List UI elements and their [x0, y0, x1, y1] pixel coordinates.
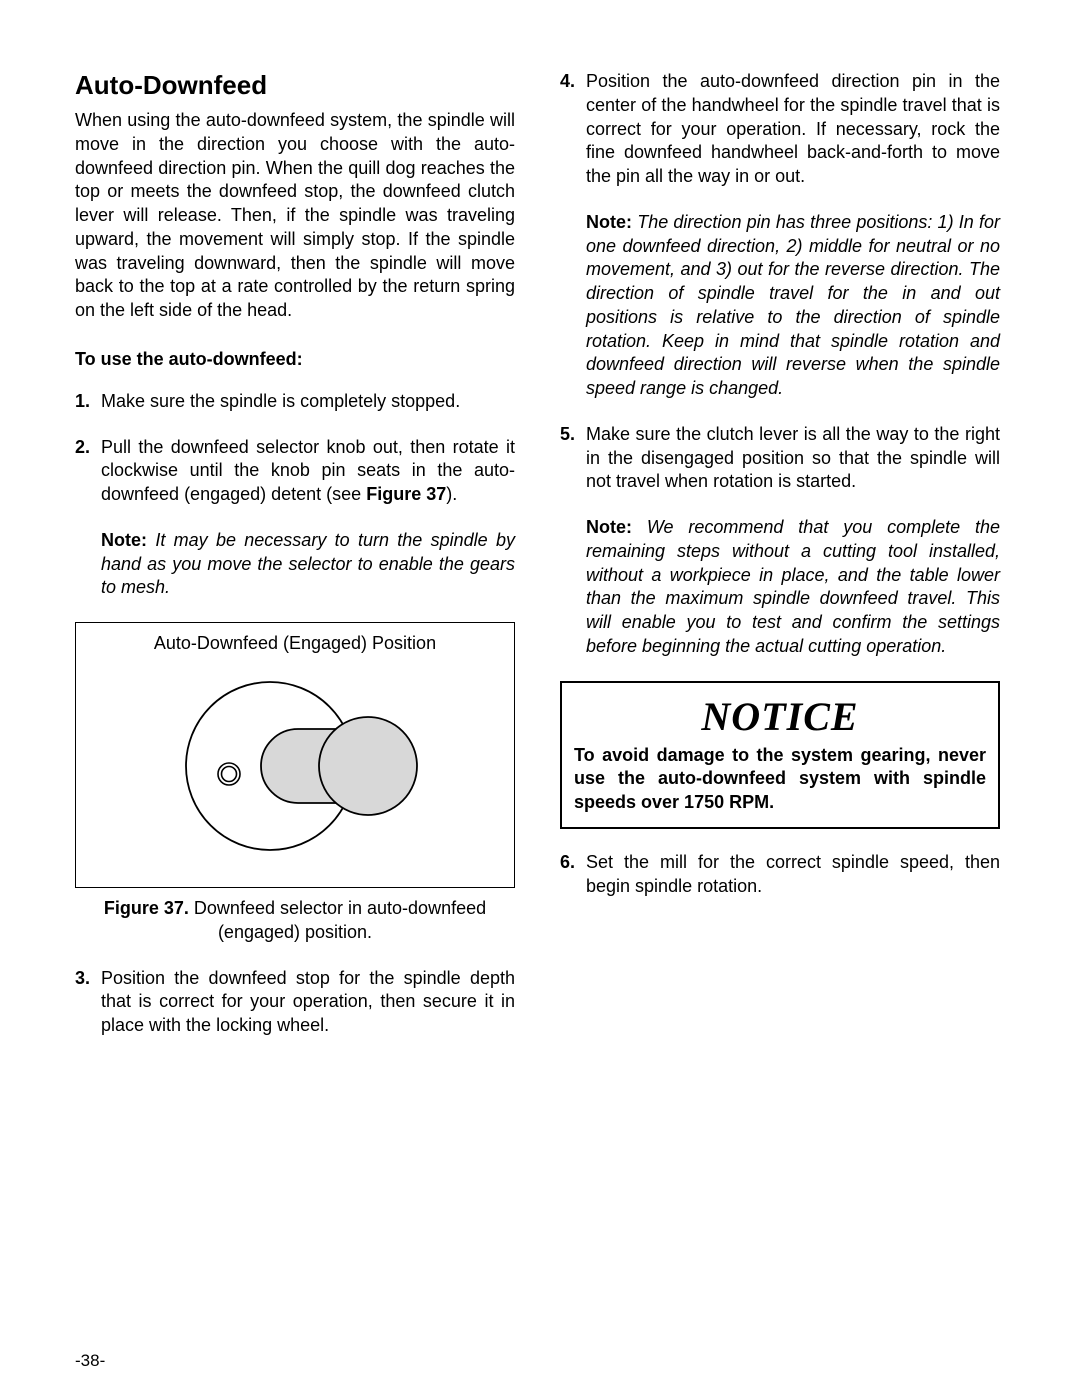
figure-caption-ref: Figure 37. — [104, 898, 189, 918]
page-number: -38- — [75, 1351, 105, 1371]
step-body: Position the auto-downfeed direction pin… — [586, 70, 1000, 401]
note-text: We recommend that you complete the remai… — [586, 517, 1000, 656]
step-text: Set the mill for the correct spindle spe… — [586, 851, 1000, 899]
figure-caption: Figure 37. Downfeed selector in auto-dow… — [75, 896, 515, 945]
step-text: Position the downfeed stop for the spind… — [101, 967, 515, 1038]
step-4-note: Note: The direction pin has three positi… — [586, 211, 1000, 401]
step-number: 5. — [560, 423, 586, 659]
step-3: 3. Position the downfeed stop for the sp… — [75, 967, 515, 1038]
step-text: Make sure the clutch lever is all the wa… — [586, 424, 1000, 492]
step-4: 4. Position the auto-downfeed direction … — [560, 70, 1000, 401]
procedure-steps-left: 1. Make sure the spindle is completely s… — [75, 390, 515, 600]
step-number: 2. — [75, 436, 101, 601]
right-column: 4. Position the auto-downfeed direction … — [560, 70, 1000, 1060]
procedure-heading: To use the auto-downfeed: — [75, 349, 515, 370]
procedure-steps-right-cont: 6. Set the mill for the correct spindle … — [560, 851, 1000, 899]
procedure-steps-left-cont: 3. Position the downfeed stop for the sp… — [75, 967, 515, 1038]
note-label: Note: — [586, 212, 632, 232]
note-label: Note: — [586, 517, 632, 537]
step-body: Make sure the clutch lever is all the wa… — [586, 423, 1000, 659]
step-5: 5. Make sure the clutch lever is all the… — [560, 423, 1000, 659]
step-number: 1. — [75, 390, 101, 414]
step-body: Pull the downfeed selector knob out, the… — [101, 436, 515, 601]
intro-paragraph: When using the auto-downfeed system, the… — [75, 109, 515, 323]
pin-inner-circle — [222, 767, 237, 782]
left-column: Auto-Downfeed When using the auto-downfe… — [75, 70, 515, 1060]
figure-caption-text: Downfeed selector in auto-downfeed (enga… — [189, 898, 486, 942]
knob-circle — [319, 717, 417, 815]
step-text: Position the auto-downfeed direction pin… — [586, 71, 1000, 186]
step-1: 1. Make sure the spindle is completely s… — [75, 390, 515, 414]
step-number: 4. — [560, 70, 586, 401]
step-2-note: Note: It may be necessary to turn the sp… — [101, 529, 515, 600]
step-6: 6. Set the mill for the correct spindle … — [560, 851, 1000, 899]
step-number: 6. — [560, 851, 586, 899]
manual-page: Auto-Downfeed When using the auto-downfe… — [0, 0, 1080, 1397]
downfeed-selector-diagram — [155, 664, 435, 864]
figure-box: Auto-Downfeed (Engaged) Position — [75, 622, 515, 888]
step-5-note: Note: We recommend that you complete the… — [586, 516, 1000, 659]
notice-body: To avoid damage to the system gearing, n… — [574, 744, 986, 815]
note-text: The direction pin has three positions: 1… — [586, 212, 1000, 398]
section-title: Auto-Downfeed — [75, 70, 515, 101]
note-label: Note: — [101, 530, 147, 550]
figure-reference: Figure 37 — [366, 484, 446, 504]
step-number: 3. — [75, 967, 101, 1038]
step-text: Make sure the spindle is completely stop… — [101, 390, 515, 414]
notice-title: NOTICE — [574, 693, 986, 740]
two-column-layout: Auto-Downfeed When using the auto-downfe… — [75, 70, 1005, 1060]
step-2: 2. Pull the downfeed selector knob out, … — [75, 436, 515, 601]
note-text: It may be necessary to turn the spindle … — [101, 530, 515, 598]
procedure-steps-right: 4. Position the auto-downfeed direction … — [560, 70, 1000, 659]
figure-internal-label: Auto-Downfeed (Engaged) Position — [86, 633, 504, 654]
step-text-b: ). — [446, 484, 457, 504]
notice-box: NOTICE To avoid damage to the system gea… — [560, 681, 1000, 829]
